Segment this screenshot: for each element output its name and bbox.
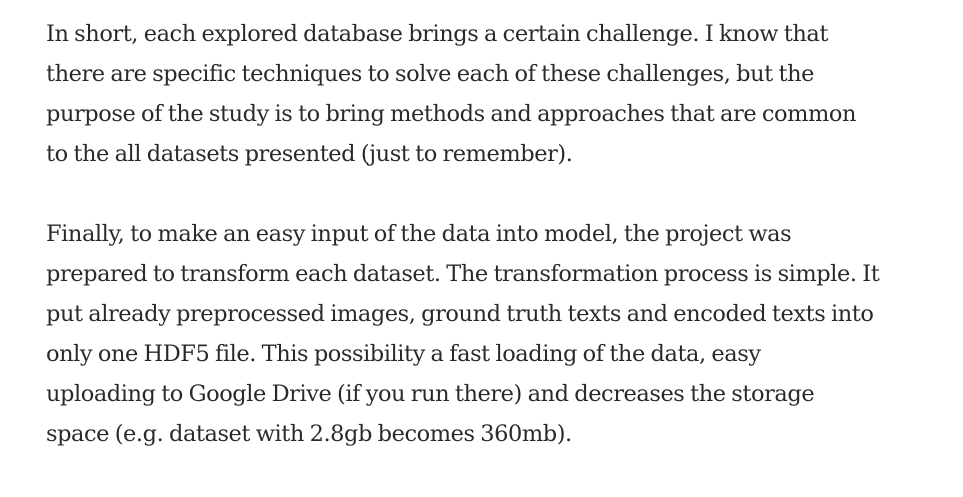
text-line: space (e.g. dataset with 2.8gb becomes 3…: [46, 421, 572, 447]
text-line: only one HDF5 file. This possibility a f…: [46, 341, 761, 367]
text-line: put already preprocessed images, ground …: [46, 301, 874, 327]
text-line: uploading to Google Drive (if you run th…: [46, 381, 815, 407]
paragraph-transformation: Finally, to make an easy input of the da…: [46, 214, 916, 454]
text-line: In short, each explored database brings …: [46, 21, 828, 47]
text-line: purpose of the study is to bring methods…: [46, 101, 857, 127]
article-body: In short, each explored database brings …: [46, 14, 916, 454]
text-line: there are specific techniques to solve e…: [46, 61, 814, 87]
text-line: to the all datasets presented (just to r…: [46, 141, 573, 167]
text-line: prepared to transform each dataset. The …: [46, 261, 880, 287]
paragraph-challenges: In short, each explored database brings …: [46, 14, 916, 174]
text-line: Finally, to make an easy input of the da…: [46, 221, 792, 247]
